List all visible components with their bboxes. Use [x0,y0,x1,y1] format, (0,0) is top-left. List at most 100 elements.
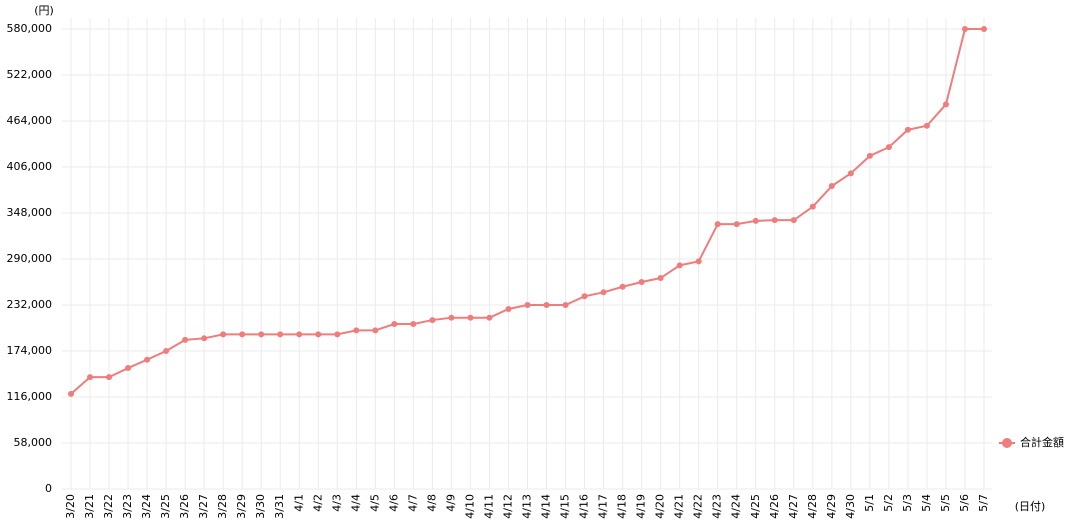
x-tick-label: 4/27 [787,494,800,519]
data-point [182,336,189,343]
x-tick-label: 3/31 [273,494,286,519]
x-tick-label: 5/2 [882,494,895,512]
data-point [904,126,911,133]
x-tick-label: 4/13 [521,494,534,519]
x-tick-label: 4/12 [501,494,514,519]
x-tick-label: 4/24 [730,494,743,519]
data-point [296,331,303,338]
y-axis-label: (円) [34,4,54,17]
data-point [106,374,113,381]
x-tick-label: 4/9 [444,494,457,512]
x-tick-label: 4/29 [825,494,838,519]
x-tick-label: 5/3 [901,494,914,512]
x-tick-label: 4/8 [425,494,438,512]
x-tick-label: 4/21 [673,494,686,519]
data-point [220,331,227,338]
y-tick-label: 58,000 [14,436,53,449]
data-point [410,321,417,328]
data-point [163,348,170,354]
x-tick-label: 4/4 [349,494,362,512]
y-tick-label: 116,000 [7,390,53,403]
x-tick-label: 4/15 [559,494,572,519]
data-point [961,26,968,32]
y-tick-label: 464,000 [7,114,53,127]
x-tick-label: 4/16 [578,494,591,519]
data-point [942,101,949,108]
data-point [714,221,721,228]
x-tick-label: 4/19 [635,494,648,519]
data-point [619,283,626,290]
x-tick-label: 3/28 [216,494,229,519]
legend-marker [1002,438,1012,448]
x-tick-label: 4/6 [387,494,400,512]
data-point [258,331,265,338]
x-tick-label: 4/2 [311,494,324,512]
x-tick-label: 5/7 [977,494,990,512]
x-tick-label: 4/5 [368,494,381,512]
data-point [752,217,759,224]
x-tick-label: 4/14 [540,494,553,519]
data-point [828,183,835,190]
data-point [391,321,398,328]
y-tick-label: 290,000 [7,252,53,265]
data-point [201,335,208,342]
data-point [524,302,531,308]
data-point [923,122,930,129]
data-point [87,374,94,381]
data-point [543,302,550,308]
data-point [638,279,645,285]
data-point [353,327,360,334]
x-tick-label: 4/3 [330,494,343,512]
data-point [847,170,854,177]
y-tick-label: 406,000 [7,160,53,173]
data-point [239,331,246,338]
data-point [505,305,512,312]
x-tick-label: 3/20 [64,494,77,519]
data-point [448,314,455,321]
y-tick-label: 522,000 [7,68,53,81]
data-point [144,356,151,363]
data-point [315,331,322,338]
y-tick-label: 174,000 [7,344,53,357]
x-tick-label: 3/26 [178,494,191,519]
data-point [790,217,797,224]
data-point [600,289,607,296]
data-point [733,221,740,228]
x-tick-label: 3/23 [121,494,134,519]
data-point [125,365,132,372]
x-tick-label: 3/30 [254,494,267,519]
x-tick-label: 3/24 [140,494,153,519]
data-point [486,314,493,321]
x-tick-label: 5/6 [958,494,971,512]
x-axis-label: (日付) [1015,500,1046,513]
x-tick-label: 4/25 [749,494,762,519]
data-point [866,152,873,159]
data-point [429,317,436,324]
data-point [771,217,778,224]
data-point [809,203,816,210]
x-tick-label: 5/4 [920,494,933,512]
x-tick-label: 4/10 [463,494,476,519]
data-point [562,302,569,308]
y-tick-label: 232,000 [7,298,53,311]
y-tick-label: 0 [45,482,52,495]
x-tick-label: 4/22 [692,494,705,519]
data-point [372,327,379,334]
x-tick-label: 4/11 [482,494,495,519]
data-point [885,144,892,151]
x-tick-label: 4/7 [406,494,419,512]
x-tick-label: 3/22 [102,494,115,519]
data-point [467,314,474,321]
x-tick-label: 4/20 [654,494,667,519]
data-point [695,258,702,265]
data-point [334,331,341,338]
x-tick-label: 3/27 [197,494,210,519]
x-tick-label: 4/26 [768,494,781,519]
x-tick-label: 4/23 [711,494,724,519]
y-tick-label: 580,000 [7,22,53,35]
data-point [277,331,284,338]
data-point [68,390,74,397]
data-point [981,26,987,32]
x-tick-label: 4/17 [597,494,610,519]
